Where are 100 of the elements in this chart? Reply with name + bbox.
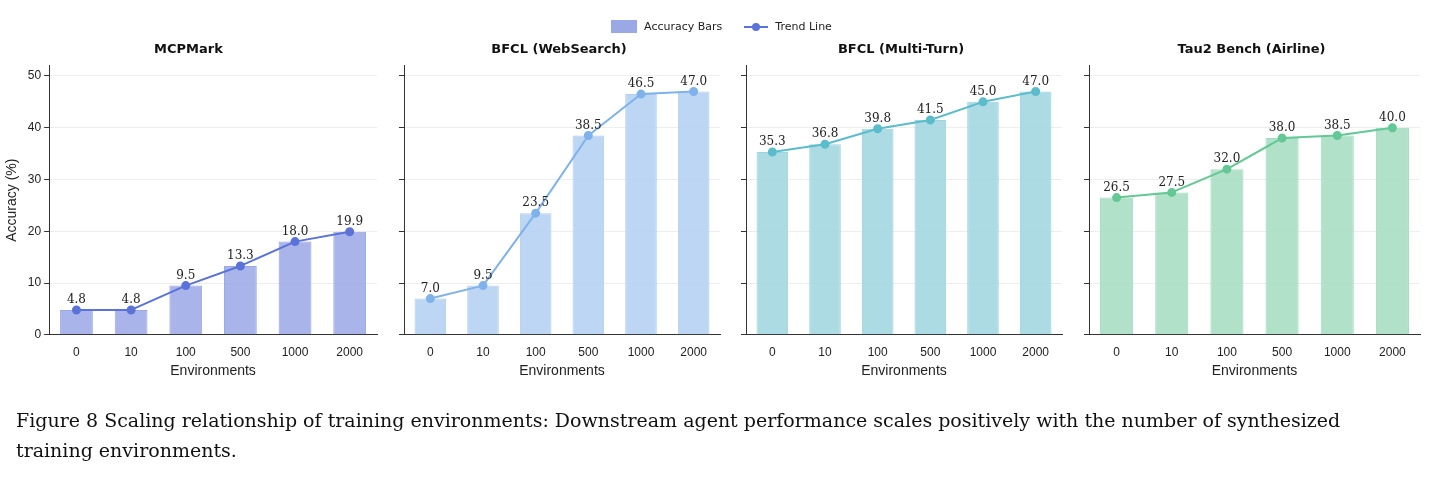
bar xyxy=(114,309,148,335)
point xyxy=(235,261,245,271)
point xyxy=(1277,133,1287,143)
bar xyxy=(1265,138,1299,335)
point xyxy=(1112,193,1122,203)
y-tick-label: 40 xyxy=(27,120,42,135)
point xyxy=(71,305,81,315)
x-tick-label: 100 xyxy=(867,345,888,360)
bar xyxy=(967,101,999,335)
x-axis-title: Environments xyxy=(1211,362,1298,379)
data-label: 7.0 xyxy=(420,280,440,295)
x-tick-label: 500 xyxy=(920,345,941,360)
bar xyxy=(572,135,605,335)
data-label: 26.5 xyxy=(1103,179,1130,194)
x-tick-label: 10 xyxy=(818,345,832,360)
bar xyxy=(1210,169,1244,335)
bar xyxy=(414,298,447,335)
bar xyxy=(169,285,203,335)
data-label: 45.0 xyxy=(969,83,997,98)
bar xyxy=(60,309,93,335)
point xyxy=(583,130,593,140)
point xyxy=(1387,123,1397,133)
x-tick-label: 10 xyxy=(124,345,139,360)
caption: Figure 8 Scaling relationship of training environments: Downstream agent performance scales positively with the number of synthesized training environments. xyxy=(16,408,1342,463)
y-tick-label: 10 xyxy=(27,275,42,290)
x-tick-label: 1000 xyxy=(1323,345,1351,360)
point xyxy=(636,89,646,99)
x-tick-label: 10 xyxy=(476,345,490,360)
x-tick-label: 2000 xyxy=(1379,345,1407,360)
bar xyxy=(1375,127,1409,335)
data-label: 46.5 xyxy=(627,76,655,91)
x-tick-label: 1000 xyxy=(627,345,655,360)
point xyxy=(425,294,435,304)
data-label: 13.3 xyxy=(227,248,254,263)
x-tick-label: 0 xyxy=(426,345,434,360)
x-tick-label: 500 xyxy=(230,345,251,360)
data-label: 41.5 xyxy=(916,102,944,117)
chart-title: BFCL (WebSearch) xyxy=(491,41,627,57)
x-tick-label: 0 xyxy=(73,345,81,360)
x-axis-title: Environments xyxy=(170,362,256,379)
legend-label: Accuracy Bars xyxy=(644,20,723,33)
x-tick-label: 100 xyxy=(525,345,546,360)
chart-title: Tau2 Bench (Airline) xyxy=(1177,41,1326,57)
bar xyxy=(1155,192,1189,335)
point xyxy=(478,281,488,291)
data-label: 32.0 xyxy=(1213,151,1241,166)
data-label: 40.0 xyxy=(1379,109,1406,124)
x-tick-label: 500 xyxy=(1272,345,1293,360)
x-tick-label: 10 xyxy=(1165,345,1179,360)
x-tick-label: 500 xyxy=(578,345,599,360)
point xyxy=(531,208,541,218)
y-tick-label: 0 xyxy=(34,327,42,342)
data-label: 19.9 xyxy=(336,213,364,228)
bar xyxy=(809,144,841,335)
point xyxy=(1167,187,1177,197)
bar xyxy=(467,285,499,335)
bar xyxy=(914,119,947,335)
point xyxy=(925,115,935,125)
y-tick-label: 20 xyxy=(27,223,42,238)
x-tick-label: 1000 xyxy=(969,345,997,360)
bar xyxy=(861,128,894,335)
point xyxy=(290,237,300,247)
bar xyxy=(519,213,552,335)
y-tick-label: 50 xyxy=(27,68,42,83)
data-label: 47.0 xyxy=(1022,73,1050,88)
data-label: 35.3 xyxy=(758,134,786,149)
point xyxy=(1031,86,1041,96)
chart-title: BFCL (Multi-Turn) xyxy=(837,41,965,57)
data-label: 27.5 xyxy=(1158,174,1186,189)
data-label: 4.8 xyxy=(66,292,87,307)
y-axis-title: Accuracy (%) xyxy=(3,158,20,242)
point xyxy=(1222,164,1232,174)
x-tick-label: 100 xyxy=(175,345,197,360)
x-tick-label: 2000 xyxy=(680,345,708,360)
x-tick-label: 0 xyxy=(1113,345,1121,360)
point xyxy=(1332,130,1342,140)
x-tick-label: 1000 xyxy=(281,345,309,360)
data-label: 38.5 xyxy=(1323,117,1351,132)
data-label: 9.5 xyxy=(473,267,493,282)
bar xyxy=(756,152,789,335)
data-label: 18.0 xyxy=(281,223,309,238)
point xyxy=(345,227,355,237)
data-label: 9.5 xyxy=(176,267,196,282)
point xyxy=(126,305,136,315)
x-tick-label: 0 xyxy=(768,345,776,360)
data-label: 38.0 xyxy=(1268,120,1296,135)
chart-title: MCPMark xyxy=(154,41,224,57)
bar xyxy=(278,241,312,335)
x-axis-title: Environments xyxy=(519,362,605,379)
data-label: 47.0 xyxy=(680,73,708,88)
data-label: 4.8 xyxy=(121,292,141,307)
bar xyxy=(625,94,657,335)
bar xyxy=(677,91,710,335)
bar xyxy=(1019,91,1052,335)
bar xyxy=(1320,135,1354,335)
point xyxy=(689,86,699,96)
bar xyxy=(1100,197,1134,335)
point xyxy=(820,139,830,149)
x-tick-label: 2000 xyxy=(336,345,364,360)
point xyxy=(767,147,777,157)
